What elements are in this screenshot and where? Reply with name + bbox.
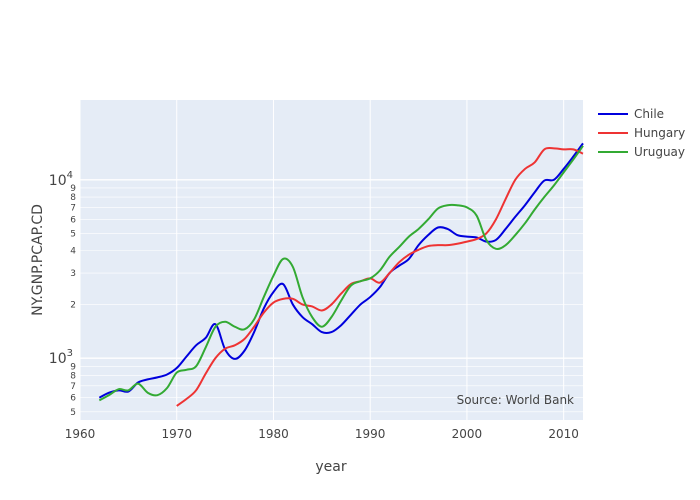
y-minor-tick-label: 6 [70,215,76,225]
y-minor-tick-label: 9 [70,184,76,194]
source-annotation: Source: World Bank [457,393,574,407]
legend-label: Uruguay [634,145,685,159]
series-line-chile[interactable] [98,142,584,399]
y-axis-title: NY.GNP.PCAP.CD [30,204,46,316]
legend-label: Hungary [634,126,685,140]
legend-label: Chile [634,107,664,121]
y-minor-tick-label: 7 [70,382,76,392]
legend-item-uruguay[interactable]: Uruguay [598,145,685,159]
y-minor-tick-label: 4 [70,247,76,257]
series-line-hungary[interactable] [176,146,584,407]
x-axis-ticks: 1960 1970 1980 1990 2000 2010 [65,427,579,441]
y-minor-tick-label: 9 [70,362,76,372]
y-minor-tick-label: 5 [70,408,76,418]
series-line-uruguay[interactable] [98,145,584,402]
x-tick-label: 2000 [452,427,483,441]
legend-item-hungary[interactable]: Hungary [598,126,685,140]
legend[interactable]: Chile Hungary Uruguay [598,107,685,159]
grid-lines [79,100,583,420]
x-tick-label: 1980 [258,427,289,441]
y-minor-tick-label: 5 [70,229,76,239]
x-tick-label: 2010 [548,427,579,441]
legend-item-chile[interactable]: Chile [598,107,664,121]
x-axis-title: year [315,459,346,475]
y-minor-tick-label: 2 [70,300,76,310]
x-tick-label: 1990 [355,427,386,441]
y-minor-tick-label: 6 [70,394,76,404]
x-tick-label: 1970 [161,427,192,441]
y-minor-tick-label: 7 [70,203,76,213]
series-lines [98,142,584,407]
x-tick-label: 1960 [65,427,96,441]
y-minor-tick-label: 8 [70,193,76,203]
y-minor-tick-label: 3 [70,269,76,279]
y-minor-tick-label: 8 [70,371,76,381]
plot-background [80,100,583,420]
